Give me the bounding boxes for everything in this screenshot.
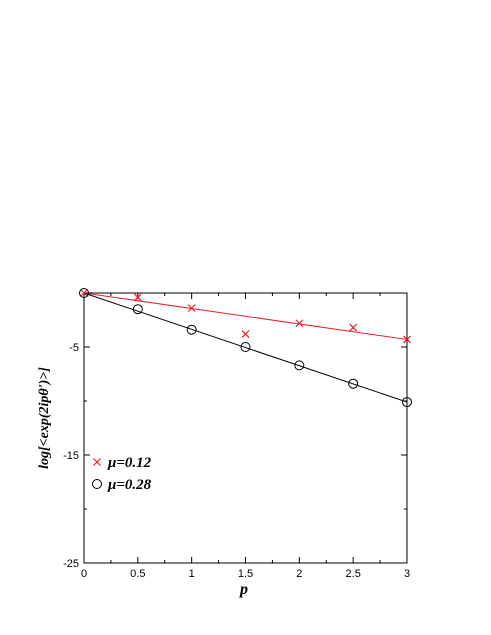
data-point-series-1 — [132, 304, 143, 315]
x-tick-label: 0.5 — [130, 568, 145, 580]
x-tick-label: 2 — [296, 568, 302, 580]
legend-marker-series-0 — [93, 458, 101, 466]
data-point-series-0 — [403, 335, 411, 344]
data-point-series-0 — [133, 293, 142, 302]
legend-label-series-1: μ=0.28 — [107, 477, 152, 493]
y-tick-label: -25 — [63, 558, 79, 570]
x-tick-label: 1 — [189, 568, 195, 580]
data-point-series-1 — [79, 288, 89, 298]
fit-line-series-0 — [83, 292, 408, 340]
y-axis-label: log[<exp(2ipθ')>] — [37, 367, 52, 469]
y-tick-label: -15 — [63, 450, 79, 462]
data-point-series-0 — [80, 289, 88, 297]
data-point-series-1 — [348, 378, 359, 389]
data-point-series-1 — [186, 324, 197, 335]
data-point-series-0 — [241, 330, 250, 338]
data-point-series-1 — [294, 360, 305, 371]
x-tick-label: 0 — [81, 568, 87, 580]
x-axis-label: p — [238, 581, 248, 598]
data-point-series-1 — [240, 342, 251, 352]
data-point-series-1 — [402, 397, 412, 408]
y-tick-label: -5 — [69, 342, 79, 354]
data-point-series-0 — [349, 323, 358, 332]
x-tick-label: 1.5 — [238, 568, 253, 580]
legend-label-series-0: μ=0.12 — [107, 455, 152, 471]
x-tick-label: 2.5 — [346, 568, 361, 580]
x-tick-label: 3 — [404, 568, 410, 580]
data-point-series-0 — [187, 304, 196, 313]
legend-marker-series-1 — [92, 479, 102, 489]
fit-line-series-1 — [83, 292, 408, 403]
data-point-series-0 — [295, 319, 304, 328]
